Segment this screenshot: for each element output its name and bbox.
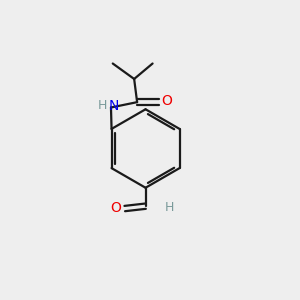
Text: H: H: [98, 99, 107, 112]
Text: O: O: [110, 201, 121, 215]
Text: N: N: [108, 99, 118, 113]
Text: O: O: [161, 94, 172, 108]
Text: H: H: [165, 202, 175, 214]
